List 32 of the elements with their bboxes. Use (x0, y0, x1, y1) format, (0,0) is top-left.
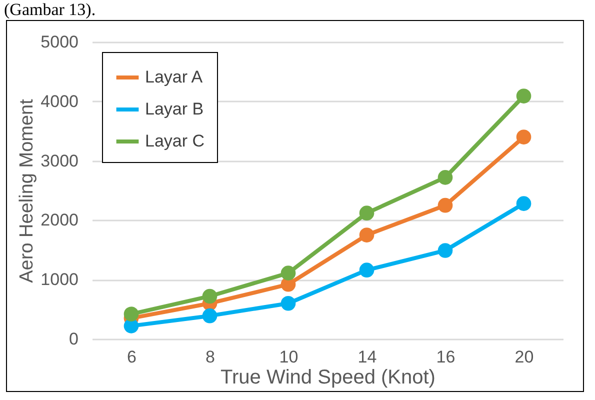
x-tick-label: 8 (206, 348, 215, 366)
legend-label: Layar A (145, 68, 204, 86)
point (359, 206, 374, 220)
legend-label: Layar B (145, 100, 204, 118)
legend-label: Layar C (145, 132, 205, 150)
point (438, 243, 453, 258)
y-tick-label: 1000 (40, 270, 78, 290)
point (359, 228, 374, 242)
point (202, 308, 218, 324)
x-tick-label: 16 (436, 348, 456, 366)
text: (Gambar 13). (3, 0, 97, 20)
y-tick-label: 5000 (40, 32, 78, 52)
y-tick-label: 0 (69, 330, 78, 348)
x-tick-label: 20 (514, 348, 534, 366)
point (359, 262, 374, 278)
point (516, 196, 532, 211)
x-tick-label: 6 (127, 348, 136, 366)
point (124, 306, 139, 322)
point (516, 130, 532, 144)
y-axis-title: Aero Heeling Moment (16, 98, 38, 283)
point (438, 170, 453, 185)
point (516, 88, 532, 104)
point (438, 198, 453, 213)
y-tick-label: 4000 (40, 92, 78, 111)
x-axis-title: True Wind Speed (Knot) (220, 366, 436, 388)
point (202, 288, 218, 304)
point (280, 296, 296, 311)
x-tick-label: 14 (358, 348, 377, 366)
x-tick-label: 10 (279, 348, 298, 366)
y-tick-label: 3000 (40, 151, 78, 170)
point (280, 266, 296, 280)
y-tick-label: 2000 (40, 210, 78, 230)
